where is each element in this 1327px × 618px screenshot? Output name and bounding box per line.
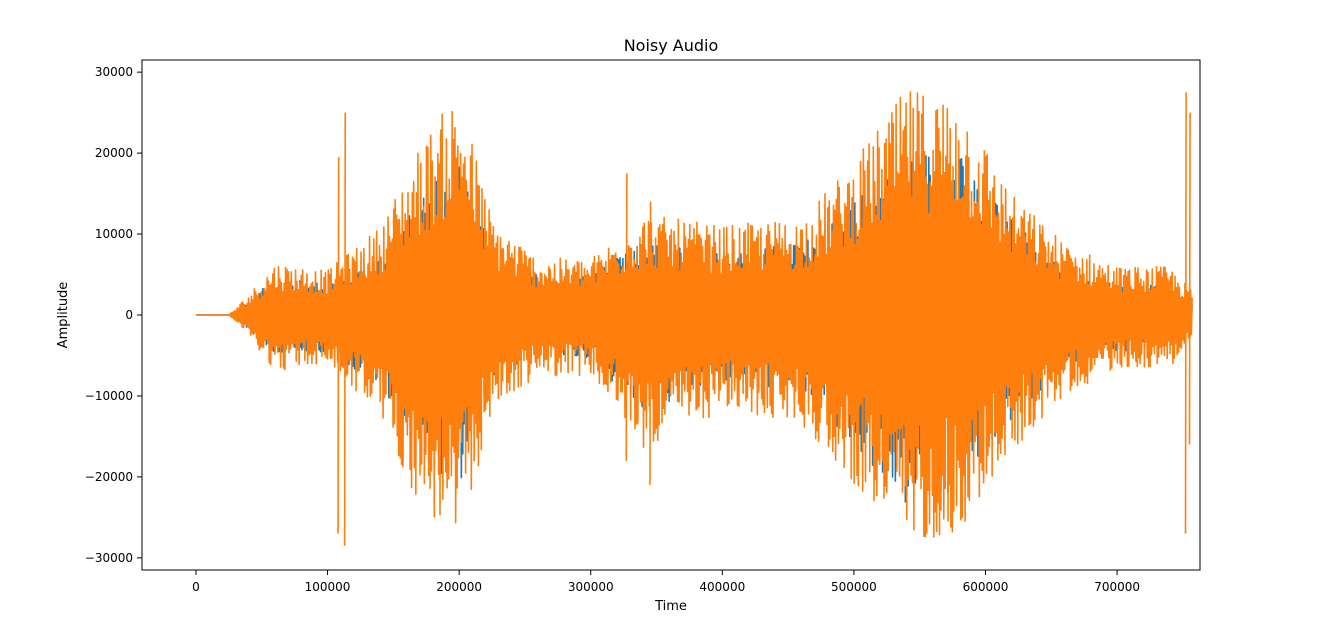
chart-title: Noisy Audio <box>624 36 719 55</box>
y-tick-label: −10000 <box>85 389 133 403</box>
x-axis: 0 100000 200000 300000 400000 500000 600000 700… <box>192 570 1140 594</box>
x-tick-label: 400000 <box>699 580 745 594</box>
x-tick-label: 600000 <box>963 580 1009 594</box>
y-tick-label: 10000 <box>95 227 133 241</box>
x-tick-label: 700000 <box>1094 580 1140 594</box>
x-tick-label: 500000 <box>831 580 877 594</box>
x-tick-label: 0 <box>192 580 200 594</box>
y-tick-label: −30000 <box>85 551 133 565</box>
y-tick-label: 30000 <box>95 65 133 79</box>
y-axis-label: Amplitude <box>56 282 71 349</box>
x-tick-label: 200000 <box>436 580 482 594</box>
y-tick-label: 20000 <box>95 146 133 160</box>
series-line-1 <box>195 91 1193 546</box>
y-axis: 30000 20000 10000 0 −10000 −20000 −30000 <box>85 65 142 565</box>
x-tick-label: 100000 <box>305 580 351 594</box>
plot-area <box>141 59 1201 571</box>
x-axis-label: Time <box>654 599 687 614</box>
y-tick-label: −20000 <box>85 470 133 484</box>
x-tick-label: 300000 <box>568 580 614 594</box>
y-tick-label: 0 <box>125 308 133 322</box>
